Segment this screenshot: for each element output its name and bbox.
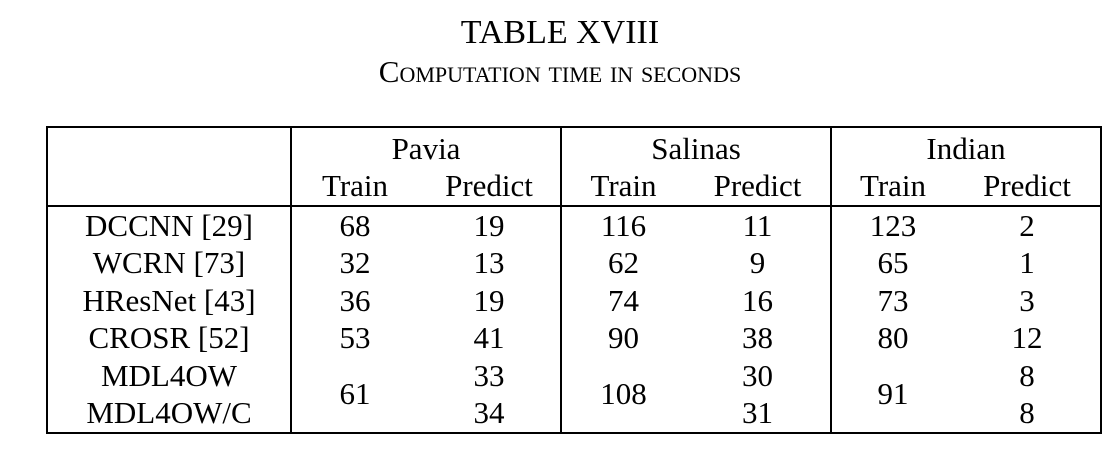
header-row-subheaders: Train Predict Train Predict Train Predic… [47,167,1101,206]
salinas-predict-cell: 9 [749,245,766,280]
pavia-predict-cell: 41 [473,320,505,355]
header-group-pavia: Pavia [290,127,561,167]
method-name: WCRN [73] [92,245,246,280]
indian-predict-cell: 3 [1019,282,1035,318]
table-caption-title: Computation time in seconds [378,54,742,89]
header-salinas-train: Train [560,167,685,206]
table-row: MDL4OW 61 33 108 30 91 8 [47,356,1101,433]
pavia-predict-cell: 13 [473,245,505,280]
header-indian-train: Train [830,167,954,206]
method-name: DCCNN [29] [47,204,291,244]
table-row: DCCNN [29] 68 19 116 11 123 2 [47,204,1102,244]
header-row-groups: Pavia Salinas Indian [47,127,1102,167]
method-name: CROSR [52] [88,320,250,355]
header-pavia-predict: Predict [445,168,533,203]
indian-train-cell: 65 [830,244,954,282]
pavia-predict-cell: 33 [473,357,505,393]
pavia-train-cell: 32 [290,244,418,282]
table-row: HResNet [43] 36 19 74 16 73 3 [47,281,1101,319]
salinas-predict-cell: 31 [742,395,773,430]
pavia-train-merged-cell: 61 [290,356,418,433]
header-salinas-predict: Predict [713,168,802,203]
indian-predict-cell: 8 [1019,395,1035,430]
method-name: MDL4OW [100,357,238,393]
indian-predict-cell: 12 [1011,320,1043,355]
pavia-train-cell: 36 [290,281,418,319]
method-name: MDL4OW/C [86,395,252,430]
indian-train-cell: 123 [830,204,954,244]
salinas-predict-cell: 38 [742,320,773,355]
table-row: CROSR [52] 53 41 90 38 80 12 [47,319,1101,357]
pavia-predict-cell: 34 [473,395,505,430]
pavia-predict-cell: 19 [473,282,505,318]
method-name: HResNet [43] [82,282,256,318]
indian-train-cell: 73 [830,281,954,319]
salinas-train-cell: 62 [560,244,685,282]
indian-train-cell: 80 [830,319,954,357]
salinas-train-cell: 90 [560,319,685,357]
header-group-salinas: Salinas [560,127,831,167]
table-row: WCRN [73] 32 13 62 9 65 1 [47,244,1101,282]
salinas-predict-cell: 30 [742,357,773,393]
indian-predict-cell: 1 [1019,245,1035,280]
indian-predict-cell: 2 [954,204,1102,244]
indian-predict-cell: 8 [1019,357,1035,393]
table-caption-label: TABLE XVIII [460,14,660,51]
table-row: MDL4OW/C 34 31 8 [47,394,1101,433]
header-group-indian: Indian [829,127,1102,167]
header-indian-predict: Predict [983,168,1071,203]
pavia-train-cell: 53 [290,319,418,357]
computation-time-table: Pavia Salinas Indian Train Predict Train… [46,126,1103,434]
salinas-predict-cell: 16 [742,282,773,318]
header-pavia-train: Train [290,167,418,206]
pavia-train-cell: 68 [290,204,418,244]
header-corner-cell [47,127,291,206]
salinas-predict-cell: 11 [685,204,831,244]
indian-train-merged-cell: 91 [830,356,954,433]
salinas-train-merged-cell: 108 [560,356,685,433]
pavia-predict-cell: 19 [418,204,561,244]
salinas-train-cell: 116 [560,204,685,244]
salinas-train-cell: 74 [560,281,685,319]
